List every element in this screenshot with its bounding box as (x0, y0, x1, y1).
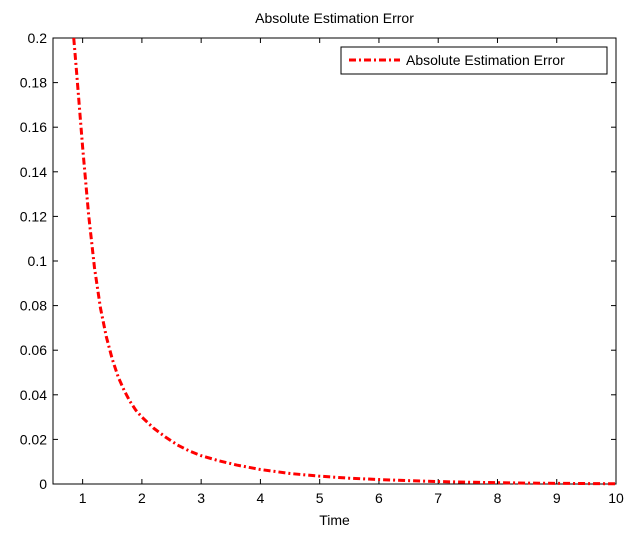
x-tick-label: 5 (316, 490, 324, 506)
x-axis-label: Time (319, 512, 350, 528)
legend-label: Absolute Estimation Error (406, 52, 565, 68)
x-tick-label: 8 (494, 490, 502, 506)
x-tick-label: 6 (375, 490, 383, 506)
x-tick-label: 10 (608, 490, 624, 506)
x-tick-label: 3 (197, 490, 205, 506)
x-tick-label: 2 (138, 490, 146, 506)
y-tick-label: 0.18 (20, 75, 47, 91)
y-tick-label: 0.1 (28, 253, 48, 269)
chart-title: Absolute Estimation Error (255, 10, 414, 26)
y-tick-label: 0.02 (20, 431, 47, 447)
x-tick-label: 9 (553, 490, 561, 506)
plot-area (52, 37, 617, 485)
y-tick-label: 0.06 (20, 342, 47, 358)
legend: Absolute Estimation Error (340, 46, 608, 75)
y-tick-label: 0.04 (20, 387, 47, 403)
y-tick-label: 0.12 (20, 208, 47, 224)
y-tick-label: 0.14 (20, 164, 47, 180)
x-tick-label: 1 (79, 490, 87, 506)
legend-box (340, 46, 608, 75)
y-tick-label: 0.08 (20, 298, 47, 314)
series-line (72, 37, 617, 486)
x-tick-label: 7 (434, 490, 442, 506)
x-tick-label: 4 (257, 490, 265, 506)
y-tick-label: 0 (39, 476, 47, 492)
y-tick-label: 0.2 (28, 30, 48, 46)
y-tick-label: 0.16 (20, 119, 47, 135)
